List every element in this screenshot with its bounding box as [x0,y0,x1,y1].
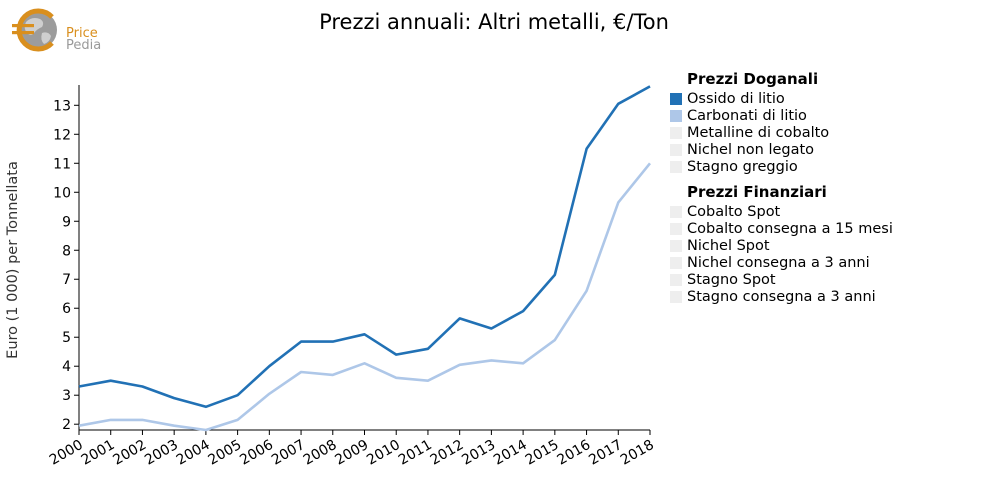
y-tick-label: 3 [62,388,71,404]
x-tick-label: 2015 [523,437,562,469]
y-tick-label: 12 [53,127,71,143]
legend-spacer [670,175,970,183]
legend-item[interactable]: Metalline di cobalto [670,124,970,141]
legend-swatch [670,273,682,286]
x-tick-label: 2010 [364,437,403,469]
globe-euro-icon [12,8,57,52]
x-tick-label: 2001 [79,437,118,469]
legend-item[interactable]: Nichel Spot [670,237,970,254]
legend-item[interactable]: Nichel consegna a 3 anni [670,254,970,271]
y-tick-label: 5 [62,330,71,346]
y-tick-label: 7 [62,272,71,288]
x-tick-label: 2002 [110,437,149,469]
logo-text-price: Price [66,26,98,41]
legend-swatch [670,92,682,105]
legend-swatch [670,222,682,235]
x-tick-label: 2008 [301,437,340,469]
legend-item[interactable]: Cobalto consegna a 15 mesi [670,220,970,237]
legend-item-label: Metalline di cobalto [687,124,830,141]
legend-swatch [670,205,682,218]
legend-item-label: Stagno consegna a 3 anni [687,288,876,305]
legend-item-label: Nichel non legato [687,141,815,158]
x-tick-label: 2018 [618,437,657,469]
legend-group-title: Prezzi Doganali [687,70,819,88]
legend-swatch [670,290,682,303]
legend-item[interactable]: Carbonati di litio [670,107,970,124]
legend-item-label: Stagno Spot [687,271,776,288]
x-tick-label: 2014 [491,437,530,469]
x-tick-label: 2016 [554,437,593,469]
x-tick-label: 2009 [332,437,371,469]
y-tick-label: 13 [53,98,71,114]
logo-text-pedia: Pedia [66,38,102,53]
legend-item-label: Nichel consegna a 3 anni [687,254,870,271]
y-tick-label: 4 [62,359,71,375]
legend-swatch [670,126,682,139]
legend-item[interactable]: Cobalto Spot [670,203,970,220]
legend-item[interactable]: Stagno consegna a 3 anni [670,288,970,305]
series-layer [78,85,652,432]
chart-title: Prezzi annuali: Altri metalli, €/Ton [319,10,669,34]
x-tick-label: 2012 [428,437,467,469]
legend-item-label: Carbonati di litio [687,107,807,124]
y-tick-label: 11 [53,156,71,172]
legend-swatch [670,256,682,269]
x-tick-label: 2013 [459,437,498,469]
series-line-2 [78,162,652,432]
legend-item[interactable]: Ossido di litio [670,90,970,107]
y-tick-label: 9 [62,214,71,230]
y-tick-label: 8 [62,243,71,259]
y-tick-label: 2 [62,417,71,433]
pricepedia-logo: Price Pedia [8,8,118,54]
legend-item-label: Cobalto consegna a 15 mesi [687,220,893,237]
x-tick-label: 2007 [269,437,308,469]
legend-swatch [670,109,682,122]
x-tick-label: 2011 [396,437,435,469]
legend: Prezzi Doganali Ossido di litio Carbonati … [670,70,970,305]
y-axis-label: Euro (1 000) per Tonnellata [5,161,21,359]
x-tick-label: 2004 [174,437,213,469]
y-tick-label: 6 [62,301,71,317]
legend-group-title: Prezzi Finanziari [687,183,827,201]
legend-item[interactable]: Nichel non legato [670,141,970,158]
x-tick-label: 2006 [237,437,276,469]
legend-item-label: Nichel Spot [687,237,770,254]
axes: 2 3 4 5 6 7 8 9 10 11 12 13 200020012002200320042005… [47,85,657,469]
legend-swatch [670,160,682,173]
x-tick-label: 2000 [47,437,86,469]
x-tick-label: 2003 [142,437,181,469]
x-tick-label: 2017 [586,437,625,469]
y-tick-label: 10 [53,185,71,201]
legend-swatch [670,239,682,252]
legend-item[interactable]: Stagno greggio [670,158,970,175]
series-line-1 [78,85,651,409]
legend-swatch [670,143,682,156]
legend-item-label: Cobalto Spot [687,203,781,220]
x-tick-label: 2005 [206,437,245,469]
legend-item-label: Stagno greggio [687,158,798,175]
legend-item[interactable]: Stagno Spot [670,271,970,288]
legend-item-label: Ossido di litio [687,90,785,107]
